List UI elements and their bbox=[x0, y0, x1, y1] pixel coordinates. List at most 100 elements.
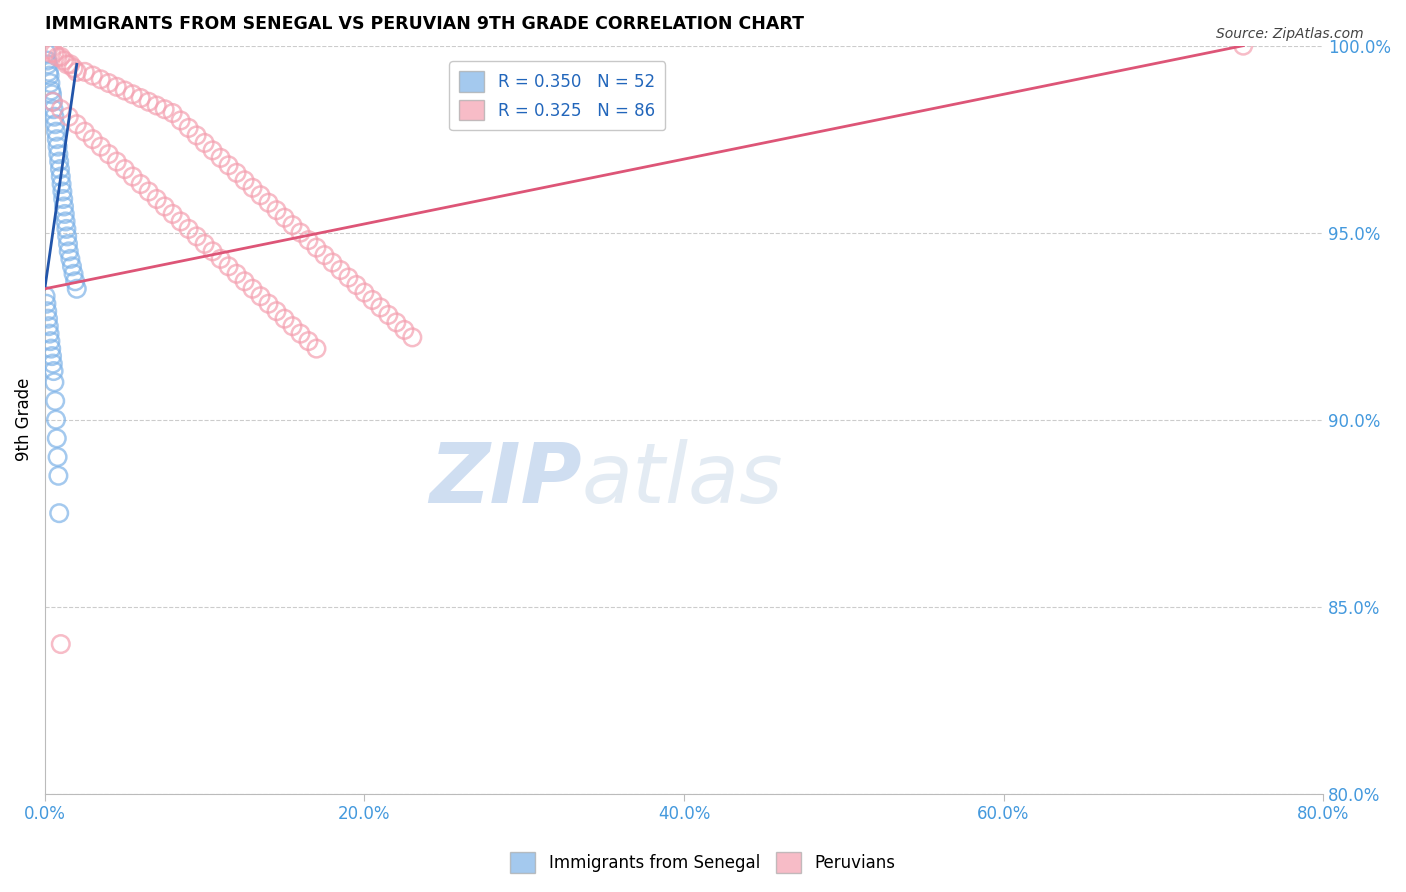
Text: IMMIGRANTS FROM SENEGAL VS PERUVIAN 9TH GRADE CORRELATION CHART: IMMIGRANTS FROM SENEGAL VS PERUVIAN 9TH … bbox=[45, 15, 804, 33]
Point bbox=[290, 226, 312, 240]
Point bbox=[97, 147, 120, 161]
Point bbox=[46, 450, 69, 464]
Point bbox=[114, 84, 136, 98]
Point bbox=[90, 72, 112, 87]
Point bbox=[242, 181, 264, 195]
Point bbox=[401, 330, 423, 344]
Point bbox=[249, 188, 271, 202]
Point bbox=[48, 147, 70, 161]
Point bbox=[305, 342, 328, 356]
Point bbox=[297, 233, 319, 247]
Point bbox=[49, 169, 72, 184]
Point bbox=[218, 158, 240, 172]
Point bbox=[153, 102, 176, 116]
Point bbox=[46, 139, 69, 153]
Point bbox=[48, 154, 70, 169]
Point bbox=[169, 113, 191, 128]
Point bbox=[385, 315, 408, 329]
Point bbox=[52, 192, 75, 206]
Point bbox=[225, 267, 247, 281]
Point bbox=[73, 125, 96, 139]
Point bbox=[42, 95, 65, 109]
Point bbox=[361, 293, 384, 307]
Point bbox=[138, 95, 160, 109]
Point bbox=[38, 65, 60, 79]
Point bbox=[38, 319, 60, 334]
Point bbox=[49, 162, 72, 177]
Point bbox=[44, 376, 66, 390]
Point bbox=[58, 110, 80, 124]
Point bbox=[145, 192, 167, 206]
Point bbox=[66, 117, 89, 131]
Point bbox=[45, 412, 67, 426]
Point bbox=[329, 263, 352, 277]
Point bbox=[162, 106, 184, 120]
Point bbox=[42, 364, 65, 378]
Point bbox=[82, 69, 104, 83]
Point bbox=[35, 297, 58, 311]
Point bbox=[55, 222, 77, 236]
Point bbox=[138, 185, 160, 199]
Text: atlas: atlas bbox=[582, 439, 783, 520]
Point bbox=[62, 61, 84, 75]
Legend: Immigrants from Senegal, Peruvians: Immigrants from Senegal, Peruvians bbox=[503, 846, 903, 880]
Point bbox=[66, 282, 89, 296]
Point bbox=[56, 57, 79, 71]
Point bbox=[58, 244, 80, 259]
Point bbox=[45, 431, 67, 445]
Point bbox=[48, 468, 70, 483]
Point bbox=[44, 110, 66, 124]
Point bbox=[186, 128, 208, 143]
Point bbox=[44, 46, 66, 61]
Point bbox=[37, 42, 59, 56]
Point bbox=[39, 46, 62, 61]
Point bbox=[55, 214, 77, 228]
Point bbox=[114, 162, 136, 177]
Point bbox=[105, 154, 128, 169]
Point bbox=[49, 102, 72, 116]
Point bbox=[62, 267, 84, 281]
Point bbox=[90, 139, 112, 153]
Point bbox=[353, 285, 375, 300]
Point bbox=[35, 46, 58, 61]
Point bbox=[129, 91, 152, 105]
Point bbox=[48, 506, 70, 520]
Point bbox=[49, 637, 72, 651]
Point bbox=[273, 311, 295, 326]
Point bbox=[51, 185, 73, 199]
Point bbox=[218, 260, 240, 274]
Point bbox=[53, 199, 76, 213]
Point bbox=[42, 102, 65, 116]
Point bbox=[46, 50, 69, 64]
Point bbox=[37, 57, 59, 71]
Point bbox=[37, 54, 59, 68]
Point bbox=[321, 255, 343, 269]
Point bbox=[73, 65, 96, 79]
Point bbox=[177, 222, 200, 236]
Point bbox=[337, 270, 360, 285]
Point bbox=[45, 132, 67, 146]
Point bbox=[1232, 38, 1254, 53]
Point bbox=[121, 169, 143, 184]
Point bbox=[177, 120, 200, 135]
Point bbox=[121, 87, 143, 102]
Point bbox=[314, 248, 336, 262]
Point bbox=[257, 297, 280, 311]
Point bbox=[153, 199, 176, 213]
Point bbox=[59, 252, 82, 266]
Point bbox=[162, 207, 184, 221]
Point bbox=[34, 289, 56, 303]
Point bbox=[66, 65, 89, 79]
Point bbox=[209, 252, 232, 266]
Point bbox=[290, 326, 312, 341]
Point bbox=[225, 166, 247, 180]
Point bbox=[201, 144, 224, 158]
Point bbox=[145, 98, 167, 112]
Point bbox=[266, 304, 288, 318]
Point bbox=[37, 311, 59, 326]
Point bbox=[42, 357, 65, 371]
Point bbox=[233, 173, 256, 187]
Point bbox=[56, 236, 79, 251]
Point bbox=[242, 282, 264, 296]
Point bbox=[53, 207, 76, 221]
